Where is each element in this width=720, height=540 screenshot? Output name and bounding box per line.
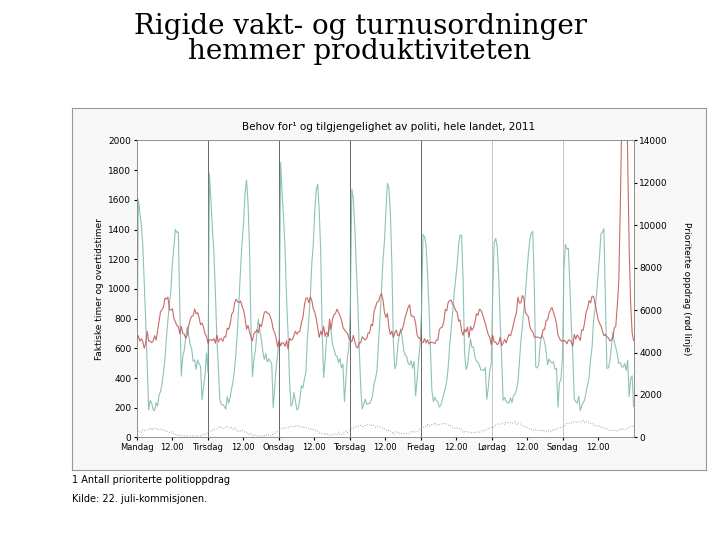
Text: Produktivitetskommisjonen: Produktivitetskommisjonen	[554, 511, 706, 521]
Text: Kilde: 22. juli-kommisjonen.: Kilde: 22. juli-kommisjonen.	[72, 494, 207, 504]
Y-axis label: Prioriterte oppdrag (rød linje): Prioriterte oppdrag (rød linje)	[682, 222, 690, 355]
Text: Behov for¹ og tilgjengelighet av politi, hele landet, 2011: Behov for¹ og tilgjengelighet av politi,…	[242, 123, 536, 132]
Text: Rigide vakt- og turnusordninger: Rigide vakt- og turnusordninger	[133, 14, 587, 40]
Text: 1 Antall prioriterte politioppdrag: 1 Antall prioriterte politioppdrag	[72, 475, 230, 485]
Y-axis label: Faktiske timer og overtidstimer: Faktiske timer og overtidstimer	[95, 218, 104, 360]
Text: hemmer produktiviteten: hemmer produktiviteten	[189, 38, 531, 65]
